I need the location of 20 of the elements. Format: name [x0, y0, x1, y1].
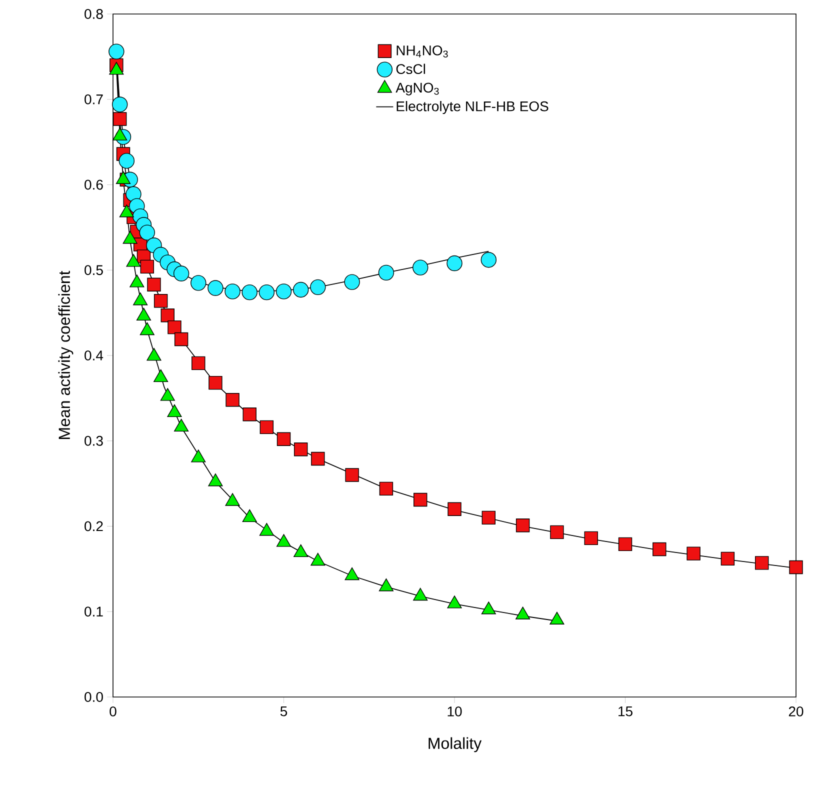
legend-label: AgNO$_{3}$ — [396, 82, 439, 96]
y-tick-label: 0.7 — [84, 94, 103, 104]
y-tick-label: 0.1 — [84, 606, 103, 617]
x-tick-label: 5 — [280, 706, 288, 716]
x-tick-label: 20 — [788, 706, 804, 716]
y-tick-label: 0.3 — [84, 436, 103, 446]
y-tick-label: 0.6 — [84, 180, 103, 190]
legend-label: NH$_{4}$NO$_{3}$ — [396, 45, 448, 58]
y-tick-label: 0.2 — [84, 521, 103, 532]
x-tick-label: 0 — [110, 706, 116, 716]
y-tick-label: 0.0 — [84, 692, 103, 702]
y-tick-label: 0.5 — [84, 265, 103, 276]
y-tick-label: 0.8 — [84, 9, 103, 19]
x-tick-label: 15 — [618, 706, 632, 716]
x-tick-label: 10 — [448, 706, 462, 716]
y-tick-label: 0.4 — [84, 350, 104, 360]
y-axis-title: Mean activity coefficient — [58, 270, 74, 439]
legend-label: CsCl — [396, 64, 426, 74]
x-axis-title: Molality — [428, 737, 482, 752]
legend-label: Electrolyte NLF-HB EOS — [396, 100, 548, 114]
